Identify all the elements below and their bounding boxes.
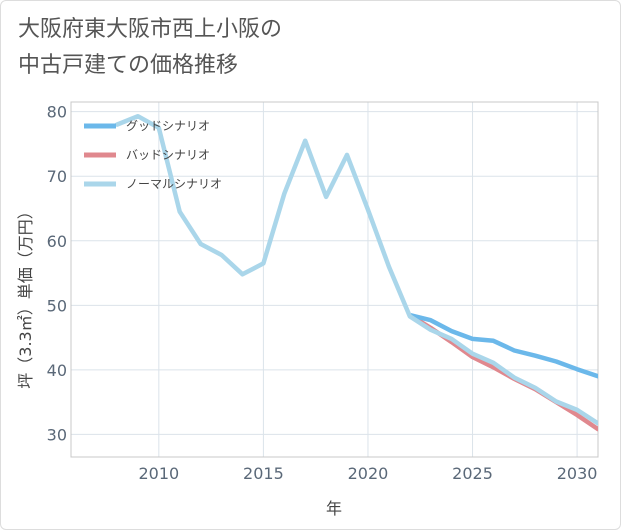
y-tick-label: 80 — [47, 103, 67, 122]
x-tick-label: 2015 — [243, 464, 284, 483]
y-tick-label: 50 — [47, 296, 67, 315]
chart-title-line-2: 中古戸建ての価格推移 — [18, 53, 239, 78]
series-lines — [114, 113, 598, 432]
x-tick-label: 2020 — [348, 464, 389, 483]
x-tick-label: 2030 — [557, 464, 598, 483]
plot-area-border — [70, 101, 599, 458]
series-line-3 — [114, 113, 598, 426]
legend-label: グッドシナリオ — [126, 119, 210, 133]
series-line-1 — [407, 312, 598, 379]
legend-label: ノーマルシナリオ — [126, 177, 222, 191]
y-tick-label: 40 — [47, 361, 67, 380]
legend-label: バッドシナリオ — [126, 148, 210, 162]
axis-ticks: 2010 2015 2020 2025 2030 30 40 50 60 70 80 — [47, 103, 598, 483]
y-tick-label: 60 — [47, 232, 67, 251]
chart-title-line-1: 大阪府東大阪市西上小阪の — [18, 17, 283, 42]
y-tick-label: 70 — [47, 167, 67, 186]
x-axis-label: 年 — [326, 499, 342, 518]
x-tick-label: 2010 — [138, 464, 179, 483]
chart-title: 大阪府東大阪市西上小阪の 中古戸建ての価格推移 — [18, 12, 282, 84]
grid-lines — [71, 102, 598, 457]
y-axis-label: 坪（3.3㎡）単価（万円） — [16, 203, 35, 388]
y-tick-label: 30 — [47, 425, 67, 444]
x-tick-label: 2025 — [452, 464, 493, 483]
